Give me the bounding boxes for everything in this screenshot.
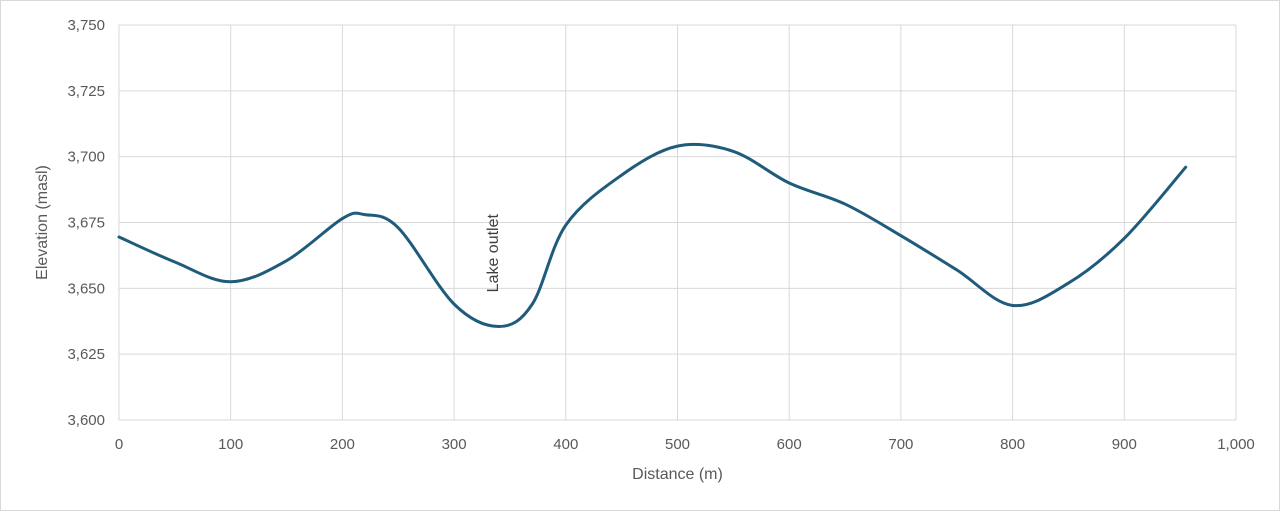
y-tick-label: 3,650 [67,280,105,297]
x-tick-label: 100 [218,436,243,453]
y-tick-label: 3,625 [67,346,105,363]
x-tick-label: 400 [553,436,578,453]
series-layer [117,142,1188,329]
gridlines [118,24,1237,421]
y-axis-title: Elevation (masl) [34,165,51,280]
x-tick-label: 800 [1000,436,1025,453]
x-axis-ticks: 0 100 200 300 400 500 600 700 800 900 1,000 [115,436,1255,453]
annotations: Lake outlet [485,213,502,292]
x-tick-label: 1,000 [1217,436,1255,453]
x-tick-label: 900 [1112,436,1137,453]
y-tick-label: 3,750 [67,17,105,34]
x-tick-label: 600 [777,436,802,453]
y-tick-label: 3,700 [67,149,105,166]
y-tick-label: 3,675 [67,215,105,232]
y-tick-label: 3,725 [67,83,105,100]
x-tick-label: 700 [888,436,913,453]
x-tick-label: 200 [330,436,355,453]
x-tick-label: 300 [442,436,467,453]
y-tick-label: 3,600 [67,412,105,429]
elevation-series-line [117,142,1188,329]
lake-outlet-annotation: Lake outlet [485,213,502,292]
x-axis-title: Distance (m) [632,466,723,483]
x-tick-label: 500 [665,436,690,453]
x-tick-label: 0 [115,436,123,453]
y-axis-ticks: 3,600 3,625 3,650 3,675 3,700 3,725 3,750 [67,17,105,429]
